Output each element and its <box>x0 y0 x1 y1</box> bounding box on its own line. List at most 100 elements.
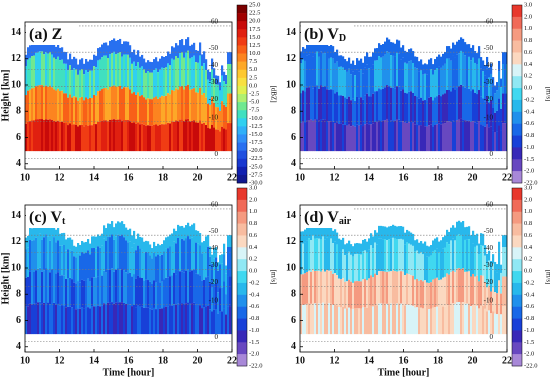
echo-column <box>67 70 70 98</box>
echo-column <box>506 123 507 152</box>
echo-column <box>167 63 170 94</box>
echo-column <box>209 309 212 335</box>
echo-column <box>446 89 449 122</box>
echo-column <box>173 228 176 242</box>
echo-column <box>334 63 337 94</box>
echo-column <box>33 271 36 304</box>
echo-column <box>45 38 48 53</box>
echo-column <box>201 242 204 254</box>
echo-column <box>215 309 218 335</box>
echo-column <box>203 122 206 152</box>
echo-column <box>87 61 90 73</box>
echo-column <box>165 277 168 307</box>
x-tick-label: 20 <box>468 172 478 183</box>
echo-column <box>27 247 30 277</box>
echo-column <box>304 304 307 335</box>
echo-column <box>87 98 90 126</box>
echo-column <box>424 252 427 281</box>
echo-column <box>318 88 321 121</box>
echo-column <box>324 271 327 304</box>
echo-column <box>396 52 399 87</box>
colorbar-swatch <box>237 271 247 284</box>
echo-column <box>225 273 228 295</box>
x-tick-label: 18 <box>158 355 168 366</box>
echo-column <box>87 250 90 279</box>
echo-column <box>374 121 377 152</box>
echo-column <box>211 264 214 288</box>
echo-column <box>101 245 104 276</box>
echo-column <box>177 303 180 335</box>
echo-column <box>121 268 124 303</box>
colorbar-swatch <box>512 147 522 160</box>
echo-column <box>392 120 395 152</box>
echo-column <box>147 252 150 281</box>
echo-column <box>59 233 62 246</box>
echo-column <box>105 240 108 273</box>
colorbar-label: -5.0 <box>249 99 259 106</box>
echo-column <box>207 234 210 247</box>
echo-column <box>103 225 106 239</box>
colorbar-swatch <box>237 247 247 260</box>
echo-column <box>330 57 333 90</box>
colorbar-label: 2.0 <box>249 196 257 203</box>
y-tick-label: 12 <box>286 53 296 64</box>
echo-column <box>386 272 389 304</box>
echo-column <box>171 121 174 152</box>
colorbar-swatch <box>512 88 522 101</box>
echo-column <box>306 303 309 335</box>
echo-column <box>59 305 62 335</box>
echo-column <box>306 227 309 241</box>
isotherm-label: -30 <box>484 78 494 86</box>
echo-column <box>101 305 104 335</box>
colorbar-swatch <box>237 94 247 103</box>
echo-column <box>153 241 156 253</box>
echo-column <box>438 94 441 124</box>
echo-column <box>358 308 361 335</box>
echo-column <box>502 276 505 307</box>
isotherm-label: -60 <box>484 201 494 209</box>
echo-column <box>195 50 198 63</box>
echo-column <box>145 240 148 252</box>
echo-column <box>69 237 72 250</box>
echo-column <box>131 306 134 335</box>
echo-column <box>408 231 411 244</box>
echo-column <box>89 254 92 282</box>
panel-title-subscript: air <box>339 216 352 227</box>
echo-column <box>324 53 327 87</box>
echo-column <box>496 90 499 111</box>
echo-column <box>211 97 214 125</box>
echo-column <box>332 273 335 305</box>
echo-column <box>416 68 419 97</box>
x-tick-label: 10 <box>295 172 305 183</box>
y-tick-label: 4 <box>16 158 21 169</box>
echo-column <box>316 303 319 335</box>
colorbar-label: -1.0 <box>249 327 259 334</box>
echo-column <box>47 86 50 120</box>
echo-column <box>424 280 427 308</box>
echo-column <box>109 302 112 335</box>
echo-column <box>310 52 313 86</box>
echo-column <box>89 308 92 335</box>
echo-column <box>169 123 172 152</box>
echo-column <box>173 59 176 91</box>
echo-column <box>480 68 483 97</box>
echo-column <box>402 271 405 304</box>
panel-title-text: (d) V <box>304 209 339 226</box>
echo-column <box>37 38 40 52</box>
echo-column <box>466 88 469 121</box>
y-tick-label: 4 <box>291 341 296 352</box>
echo-column <box>436 248 439 278</box>
echo-column <box>450 227 453 241</box>
echo-column <box>127 54 130 88</box>
echo-column <box>73 56 76 69</box>
echo-column <box>434 249 437 279</box>
echo-column <box>390 87 393 121</box>
echo-column <box>460 84 463 119</box>
echo-column <box>332 243 335 274</box>
y-tick-label: 4 <box>291 158 296 169</box>
echo-column <box>93 123 96 152</box>
echo-column <box>215 257 218 284</box>
echo-column <box>428 256 431 284</box>
echo-column <box>105 228 108 241</box>
echo-column <box>71 250 74 280</box>
